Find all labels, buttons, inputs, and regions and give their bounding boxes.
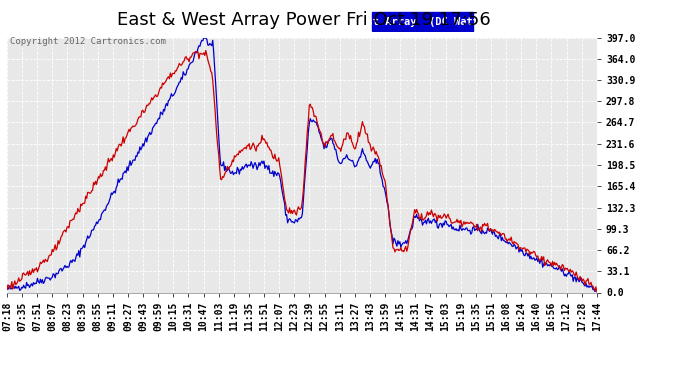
Text: East Array  (DC Watts): East Array (DC Watts) xyxy=(354,16,491,27)
Text: East & West Array Power Fri Oct 19 17:56: East & West Array Power Fri Oct 19 17:56 xyxy=(117,11,491,29)
Text: West Array  (DC Watts): West Array (DC Watts) xyxy=(511,16,648,27)
Bar xyxy=(373,12,473,31)
Text: Copyright 2012 Cartronics.com: Copyright 2012 Cartronics.com xyxy=(10,38,166,46)
